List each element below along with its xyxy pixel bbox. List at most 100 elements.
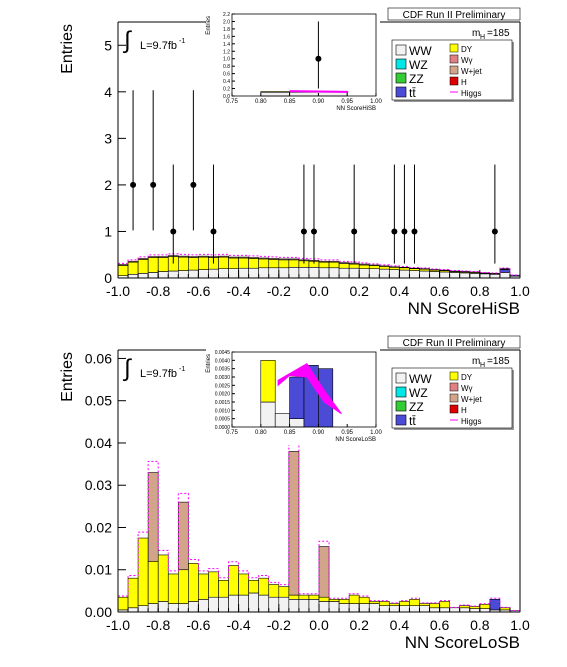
- panel-2: -1.0 -0.8 -0.6 -0.4 -0.2 0.0 0.2 0.4 0.6 0.8 1.0 0.…: [59, 335, 530, 652]
- inset-higgs-line: [289, 90, 349, 94]
- inset-y-tick-label: 0.0025: [215, 383, 231, 389]
- bar-dy-23: [348, 594, 360, 604]
- bar-dy-31: [429, 603, 440, 609]
- bar-dy-12: [238, 257, 249, 269]
- bar-ww-28: [399, 269, 410, 279]
- bar-wjet-15: [268, 258, 280, 260]
- x-tick-label: -0.8: [146, 617, 170, 633]
- legend-swatch-2: [395, 400, 407, 412]
- bar-ww-16: [278, 596, 290, 613]
- mass-label: m: [472, 356, 480, 367]
- bar-ww-33: [449, 272, 460, 279]
- legend-swatch-r-0: [449, 43, 459, 53]
- bar-ww-34: [459, 272, 471, 279]
- x-tick-label: 0.0: [309, 283, 329, 299]
- bar-wjet-3: [147, 472, 159, 562]
- bar-dy-21: [328, 261, 340, 269]
- x-tick-label: 0.2: [349, 283, 369, 299]
- bar-wjet-17: [288, 258, 300, 261]
- bar-dy-35: [469, 606, 481, 609]
- bar-ww-2: [137, 273, 149, 279]
- inset-x-tick-label: 0.85: [284, 99, 296, 105]
- bar-ww-3: [147, 272, 159, 279]
- bar-dy-32: [439, 601, 450, 609]
- bar-dy-14: [258, 258, 270, 269]
- legend-label: Wγ: [461, 56, 473, 65]
- bar-dy-9: [208, 571, 219, 598]
- inset-y-tick-label: 1.4: [223, 42, 230, 48]
- inset-frame: [231, 351, 377, 428]
- y-tick-label: 4: [104, 84, 112, 100]
- bar-wjet-0: [117, 264, 129, 266]
- bar-ww-25: [368, 268, 380, 279]
- inset-y-tick-label: 0.8: [223, 64, 230, 70]
- integral-symbol: ∫: [122, 355, 132, 382]
- bar-dy-6: [178, 256, 189, 271]
- legend-label: DY: [461, 45, 473, 54]
- legend-swatch-r-3: [449, 404, 459, 414]
- bar-dy-0: [117, 265, 129, 276]
- bar-dy-20: [318, 261, 330, 269]
- bar-ww-5: [167, 270, 179, 279]
- x-tick-label: -0.8: [146, 283, 170, 299]
- legend-label: ZZ: [409, 400, 424, 414]
- bar-ww-2: [137, 605, 149, 613]
- data-point-9: [401, 228, 408, 235]
- bar-ww-7: [188, 269, 199, 279]
- inset-bar-ww-1: [274, 413, 290, 428]
- x-tick-label: 1.0: [510, 283, 530, 299]
- legend-label: WZ: [409, 58, 428, 72]
- bar-ww-15: [268, 267, 280, 279]
- data-point-10: [411, 228, 418, 235]
- header-box: [387, 335, 521, 349]
- legend-label: DY: [461, 373, 473, 382]
- bar-dy-22: [338, 263, 350, 269]
- bar-dy-17: [288, 594, 300, 600]
- mass-value: =185: [487, 356, 510, 367]
- bar-dy-26: [378, 601, 390, 606]
- bar-dy-24: [358, 264, 370, 269]
- data-point-4: [210, 228, 217, 235]
- bar-ww-38: [499, 272, 511, 279]
- bar-ww-5: [167, 603, 179, 613]
- y-tick-label: 1: [104, 223, 112, 239]
- bar-ww-24: [358, 603, 370, 613]
- bar-dy-10: [218, 580, 229, 598]
- bar-dy-23: [348, 263, 360, 269]
- x-tick-label: -0.2: [267, 617, 291, 633]
- legend-swatch-r-2: [449, 65, 459, 75]
- bar-ww-36: [479, 273, 491, 279]
- bar-ww-6: [178, 603, 189, 613]
- bar-ww-3: [147, 603, 159, 613]
- bar-ww-18: [298, 599, 310, 613]
- bar-wjet-2: [137, 258, 149, 260]
- legend-label: ZZ: [409, 72, 424, 86]
- bar-wjet-17: [288, 451, 300, 596]
- legend-label: Wγ: [461, 384, 473, 393]
- bar-wjet-10: [218, 255, 229, 258]
- inset-x-tick-label: 0.85: [284, 430, 296, 436]
- inset-bar-ww: [260, 91, 290, 97]
- legend-swatch-r-3: [449, 76, 459, 86]
- y-tick-label: 0: [104, 270, 112, 286]
- bar-dy-8: [198, 256, 209, 270]
- inset-x-tick-label: 0.75: [226, 99, 238, 105]
- bar-dy-19: [308, 594, 320, 600]
- bar-ww-34: [459, 607, 471, 613]
- y-tick-label: 0.04: [85, 435, 112, 451]
- x-tick-label: -0.6: [186, 283, 210, 299]
- bar-dy-1: [127, 261, 139, 275]
- y-tick-label: 0.00: [85, 604, 112, 620]
- legend-label: Higgs: [461, 89, 481, 98]
- bar-wjet-21: [328, 260, 340, 263]
- y-tick-label: 0.03: [85, 477, 112, 493]
- data-point-11: [491, 228, 498, 235]
- bar-dy-27: [389, 266, 400, 270]
- bar-dy-17: [288, 259, 300, 268]
- inset-y-tick-label: 0.0020: [215, 392, 231, 398]
- bar-dy-4: [157, 257, 169, 272]
- bar-wjet-8: [198, 255, 209, 258]
- legend-label: W+jet: [461, 67, 482, 76]
- bar-dy-26: [378, 266, 390, 270]
- y-tick-label: 0.02: [85, 519, 112, 535]
